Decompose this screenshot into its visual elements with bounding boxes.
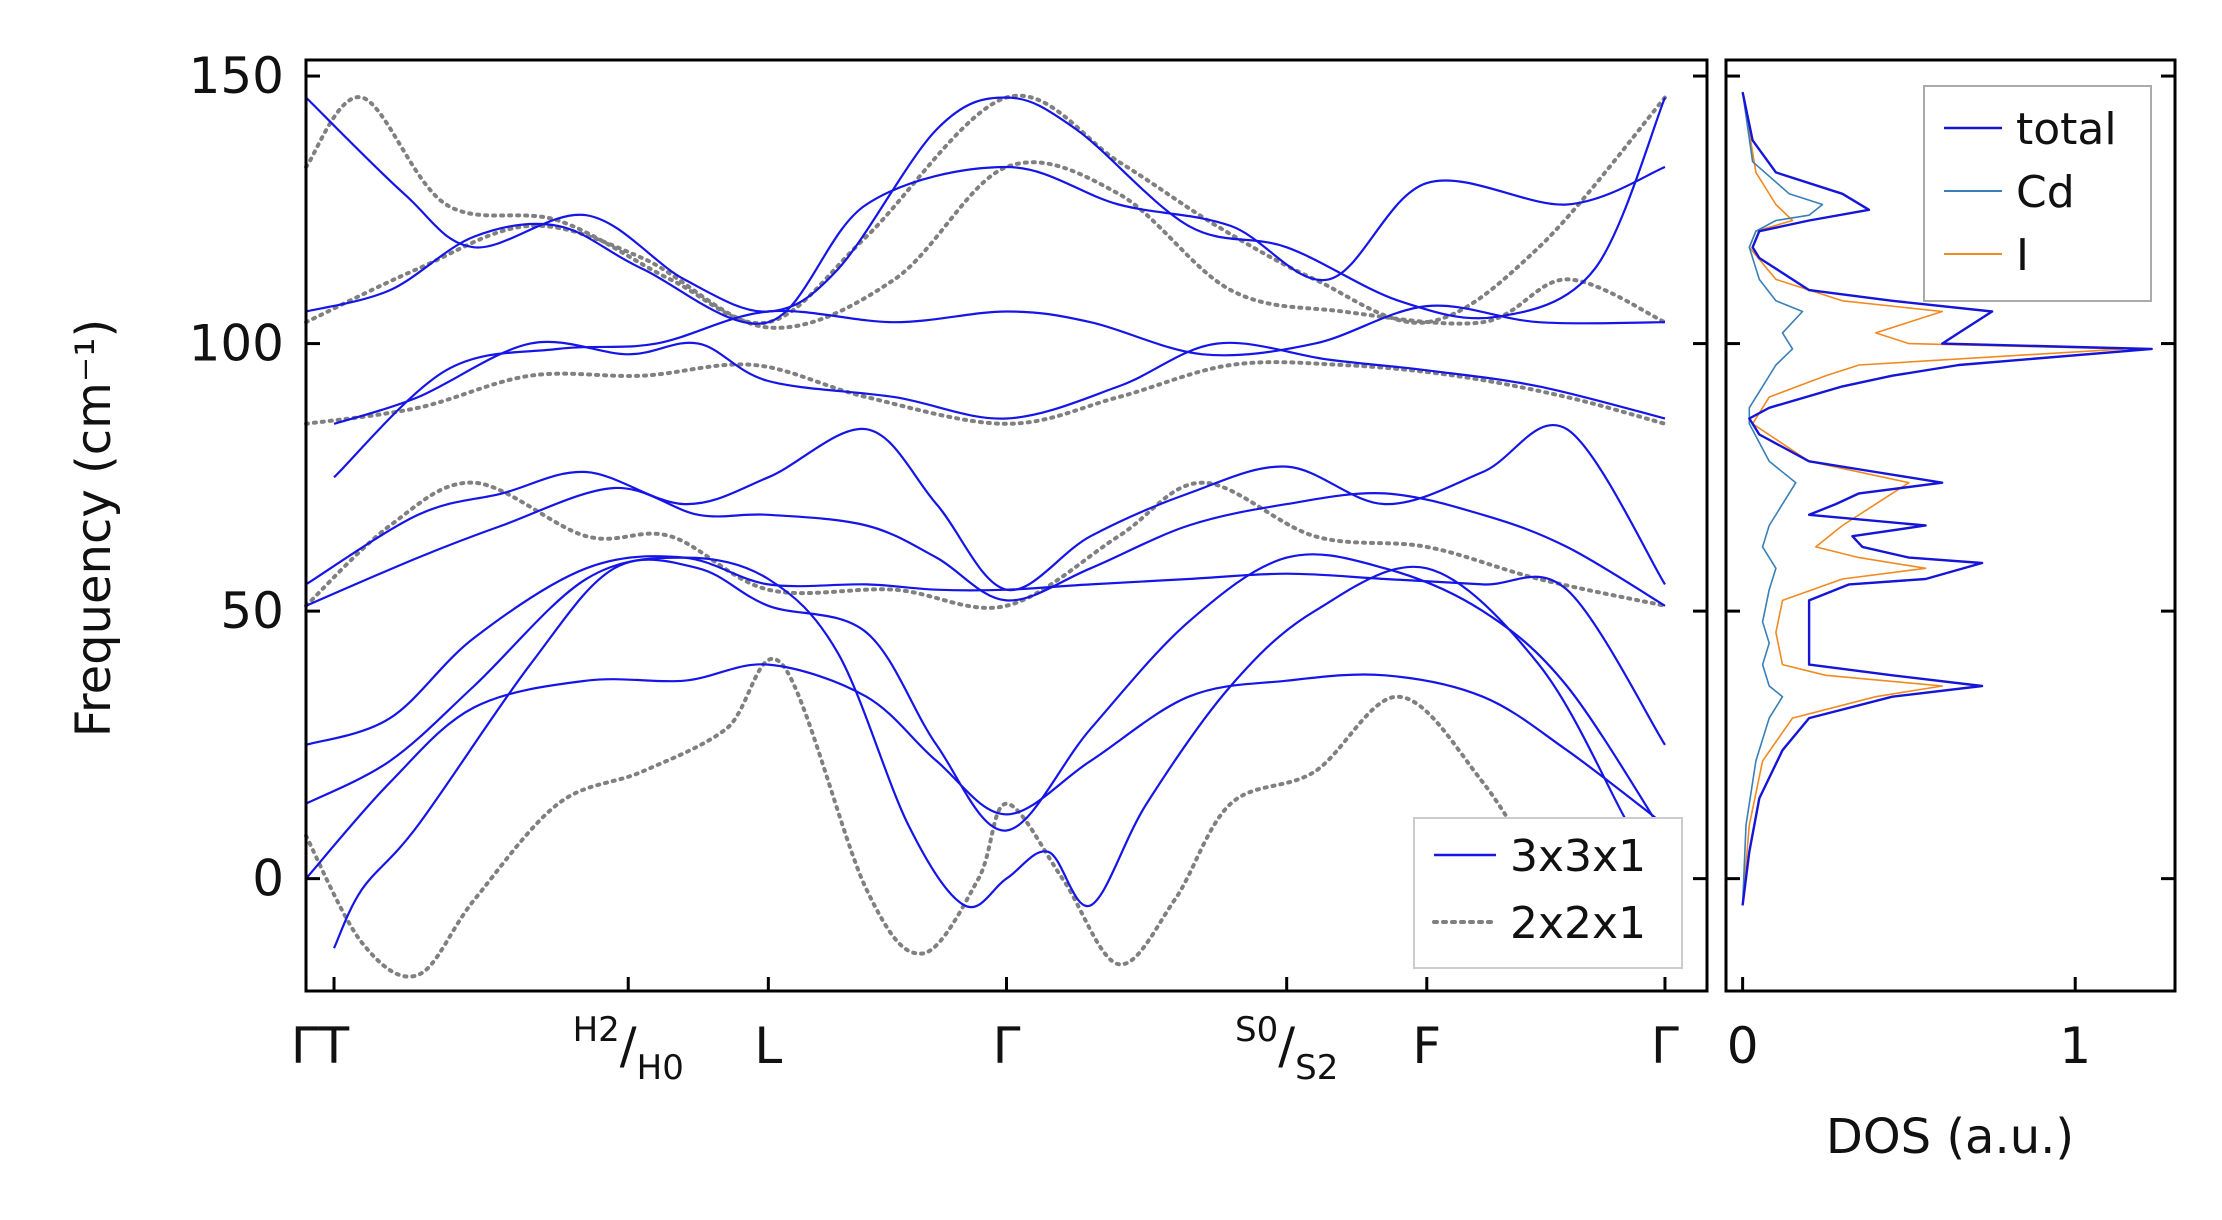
x-tick-label-1: H2/H0 xyxy=(573,1010,684,1088)
band-line-3x3x1-1 xyxy=(305,96,1667,320)
legend-label-total: total xyxy=(2016,104,2117,155)
dos-x-tick-label-0: 0 xyxy=(1727,1017,1759,1075)
series-2x2x1 xyxy=(304,93,1667,979)
band-line-2x2x1-2 xyxy=(304,160,1667,330)
band-line-3x3x1-2 xyxy=(305,165,1666,325)
band-structure-panel: 0 50 100 150 ΓT H2/H0 L Γ S0/S2 F Γ Frequency (cm… xyxy=(66,47,1709,1088)
band-line-3x3x1-6 xyxy=(305,486,1666,607)
dos-line-total xyxy=(1741,91,2153,906)
x-tick-label-5: F xyxy=(1412,1017,1441,1075)
y-tick-label-50: 50 xyxy=(220,582,284,640)
y-tick-label-100: 100 xyxy=(189,315,284,373)
band-y-axis-title: Frequency (cm⁻¹) xyxy=(66,319,122,737)
band-plot-area xyxy=(304,93,1667,979)
band-line-3x3x1-4 xyxy=(333,304,1666,479)
band-legend-box xyxy=(1413,817,1683,969)
dos-plot-area xyxy=(1741,91,2153,906)
x-tick-label-2: L xyxy=(754,1017,782,1075)
legend-label-cd: Cd xyxy=(2016,167,2075,218)
y-tick-label-150: 150 xyxy=(189,47,284,105)
dos-x-tick-label-1: 1 xyxy=(2059,1017,2091,1075)
band-line-3x3x1-9 xyxy=(333,553,1666,949)
dos-line-i xyxy=(1741,91,2126,906)
band-line-3x3x1-10 xyxy=(305,556,1666,909)
band-line-2x2x1-5 xyxy=(304,656,1667,979)
band-y-axis: 0 50 100 150 xyxy=(189,47,1707,908)
x-tick-label-4: S0/S2 xyxy=(1235,1010,1338,1088)
x-tick-label-3: Γ xyxy=(993,1017,1021,1075)
dos-plot-frame xyxy=(1724,58,2177,993)
dos-legend-box xyxy=(1923,85,2152,302)
y-tick-label-0: 0 xyxy=(252,850,284,908)
dos-x-axis-title: DOS (a.u.) xyxy=(1826,1109,2074,1165)
band-line-3x3x1-5 xyxy=(305,423,1666,592)
band-line-2x2x1-4 xyxy=(304,480,1667,610)
band-x-axis: ΓT H2/H0 L Γ S0/S2 F Γ xyxy=(291,977,1679,1088)
band-line-3x3x1-3 xyxy=(333,340,1666,425)
dos-legend: total Cd I xyxy=(1923,85,2152,302)
dos-y-ticks xyxy=(1726,74,2175,881)
band-line-2x2x1-3 xyxy=(304,360,1667,426)
x-tick-label-6: Γ xyxy=(1651,1017,1679,1075)
band-legend: 3x3x1 2x2x1 xyxy=(1413,817,1683,969)
band-line-3x3x1-8 xyxy=(305,663,1666,880)
dos-line-cd xyxy=(1741,91,1824,906)
legend-label-3x3x1: 3x3x1 xyxy=(1510,831,1646,882)
x-tick-label-0: ΓT xyxy=(291,1017,350,1075)
legend-label-2x2x1: 2x2x1 xyxy=(1510,898,1646,949)
legend-label-i: I xyxy=(2016,230,2029,281)
band-line-2x2x1-1 xyxy=(304,93,1667,326)
series-3x3x1 xyxy=(305,96,1667,949)
band-line-3x3x1-7 xyxy=(305,555,1666,746)
